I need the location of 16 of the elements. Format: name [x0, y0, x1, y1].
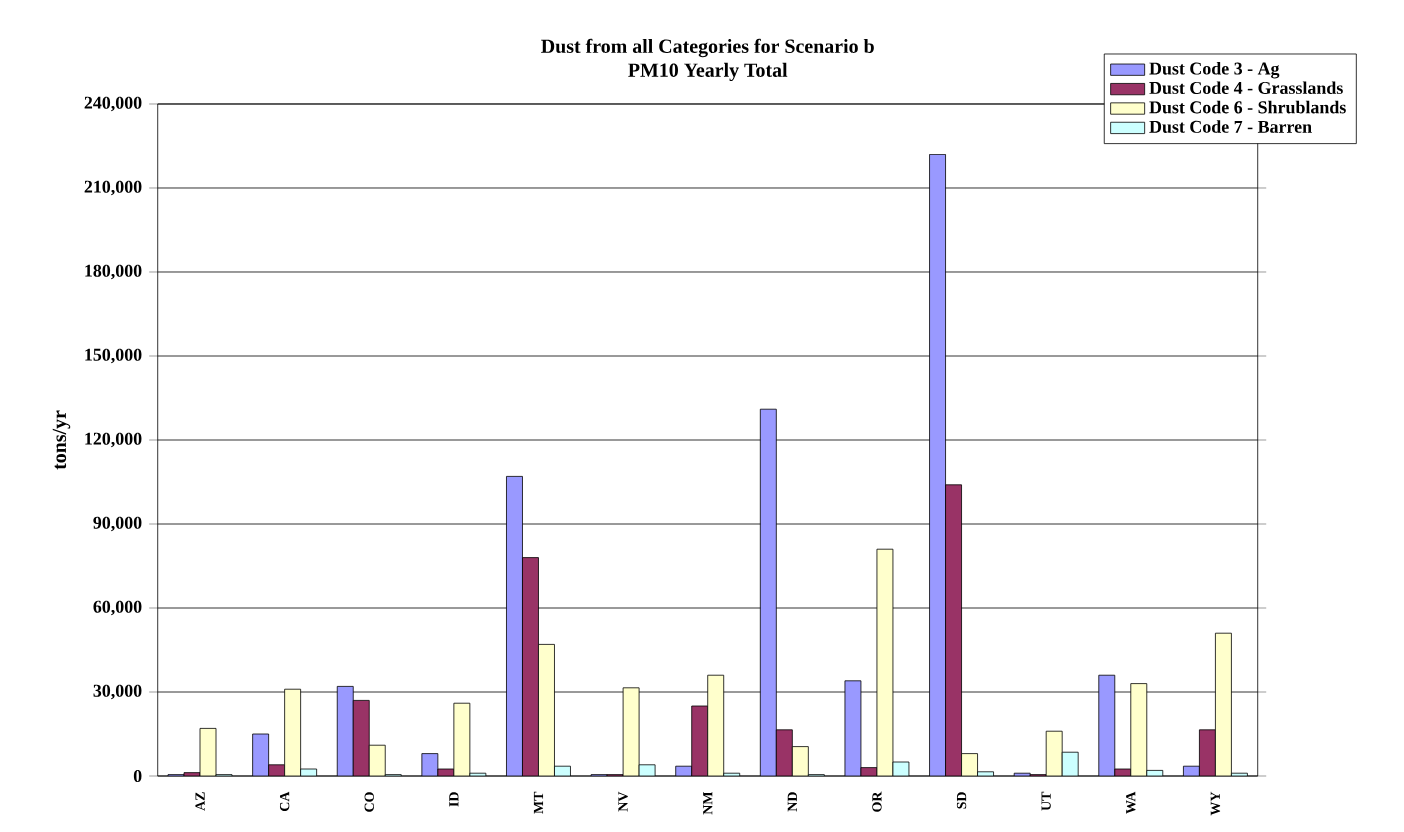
y-tick-label: 90,000: [93, 516, 142, 532]
legend-label: Dust Code 6 - Shrublands: [1149, 100, 1346, 114]
y-tick-label: 60,000: [93, 600, 142, 616]
chart-title: Dust from all Categories for Scenario b: [541, 38, 874, 58]
legend-label: Dust Code 4 - Grasslands: [1149, 81, 1343, 95]
y-tick-label: 180,000: [85, 264, 142, 280]
y-axis-title: tons/yr: [52, 410, 71, 470]
y-tick-label: 240,000: [84, 96, 142, 112]
y-tick-label: 120,000: [85, 432, 142, 448]
y-tick-label: 150,000: [85, 348, 142, 364]
legend-label: Dust Code 3 - Ag: [1149, 61, 1280, 79]
chart-subtitle: PM10 Yearly Total: [628, 62, 788, 82]
legend-label: Dust Code 7 - Barren: [1149, 120, 1312, 133]
y-tick-label: 210,000: [84, 180, 142, 196]
y-tick-label: 30,000: [93, 684, 142, 700]
y-tick-label: 0: [133, 769, 142, 783]
